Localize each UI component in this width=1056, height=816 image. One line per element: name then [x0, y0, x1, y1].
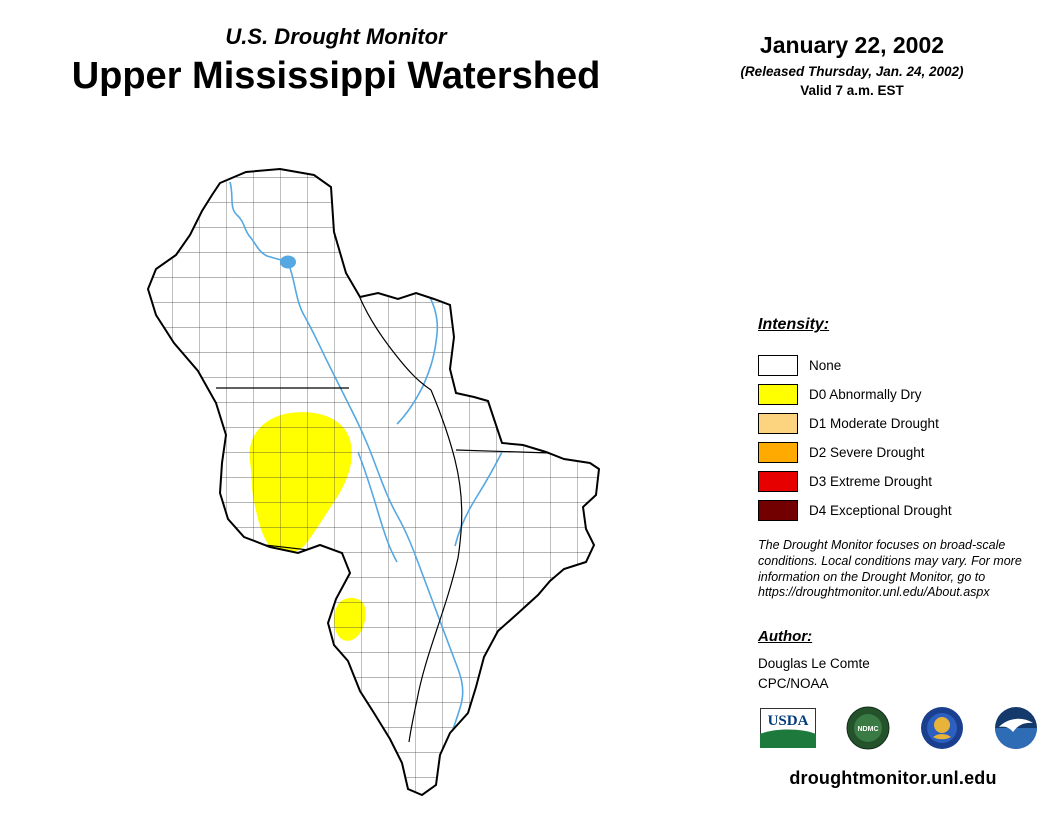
usda-logo: USDA — [760, 708, 816, 748]
usda-logo-label: USDA — [768, 713, 809, 729]
drought-map-svg — [147, 168, 600, 796]
noaa-gull-icon — [999, 718, 1033, 732]
valid-time: Valid 7 a.m. EST — [800, 83, 904, 98]
cpc-logo-emblem — [934, 717, 950, 733]
river-iowa-tributary — [357, 451, 398, 563]
ndmc-logo: NDMC — [846, 706, 890, 750]
river-headwaters — [229, 181, 282, 261]
legend-swatch-none — [758, 355, 798, 376]
state-border-wi-il — [455, 449, 551, 454]
disclaimer-text: The Drought Monitor focuses on broad-sca… — [758, 538, 1022, 600]
report-supertitle: U.S. Drought Monitor — [225, 24, 447, 49]
legend-label-d0: D0 Abnormally Dry — [809, 387, 922, 402]
lake — [280, 255, 296, 269]
author-name: Douglas Le Comte — [758, 656, 870, 671]
watershed-map — [118, 152, 678, 812]
noaa-logo — [995, 707, 1037, 749]
author-heading: Author: — [758, 628, 813, 645]
legend-swatch-d2 — [758, 442, 798, 463]
legend-swatch-d1 — [758, 413, 798, 434]
legend-swatch-d3 — [758, 471, 798, 492]
legend-label-d4: D4 Exceptional Drought — [809, 503, 952, 518]
state-border-il-mo — [408, 557, 459, 743]
county-grid — [148, 169, 599, 795]
author-org: CPC/NOAA — [758, 676, 829, 691]
legend-item-d3: D3 Extreme Drought — [758, 467, 952, 496]
date-block: January 22, 2002 (Released Thursday, Jan… — [712, 32, 992, 98]
legend-swatch-d4 — [758, 500, 798, 521]
state-border-ia-il — [430, 389, 463, 559]
legend-swatch-d0 — [758, 384, 798, 405]
legend-item-d1: D1 Moderate Drought — [758, 409, 952, 438]
report-date: January 22, 2002 — [759, 32, 945, 58]
legend-item-d2: D2 Severe Drought — [758, 438, 952, 467]
legend-item-none: None — [758, 351, 952, 380]
rivers — [229, 181, 503, 745]
ndmc-logo-label: NDMC — [858, 726, 879, 733]
river-mississippi-main — [289, 267, 464, 745]
usda-logo-field — [760, 729, 816, 748]
legend-label-none: None — [809, 358, 842, 373]
legend-label-d3: D3 Extreme Drought — [809, 474, 933, 489]
state-border-mn-wi — [359, 297, 432, 391]
legend-heading: Intensity: — [758, 316, 830, 333]
agency-logos: USDA NDMC — [760, 706, 1038, 750]
intensity-legend: None D0 Abnormally Dry D1 Moderate Droug… — [758, 351, 952, 525]
cpc-logo — [921, 707, 963, 749]
river-illinois-tributary — [454, 451, 503, 547]
page-title: Upper Mississippi Watershed — [71, 55, 601, 97]
legend-label-d1: D1 Moderate Drought — [809, 416, 939, 431]
title-block: U.S. Drought Monitor Upper Mississippi W… — [36, 24, 636, 97]
river-wisconsin-tributary — [396, 283, 439, 425]
legend-label-d2: D2 Severe Drought — [809, 445, 925, 460]
legend-item-d0: D0 Abnormally Dry — [758, 380, 952, 409]
legend-item-d4: D4 Exceptional Drought — [758, 496, 952, 525]
site-url: droughtmonitor.unl.edu — [789, 768, 997, 788]
release-date: (Released Thursday, Jan. 24, 2002) — [740, 64, 964, 79]
